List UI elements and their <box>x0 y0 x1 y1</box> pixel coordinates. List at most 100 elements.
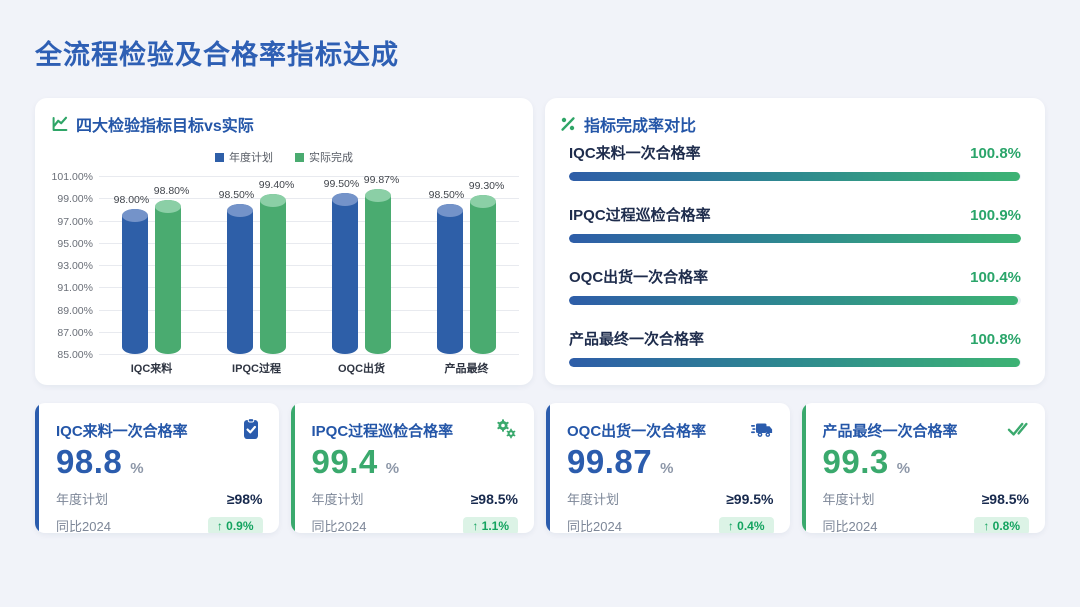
kpi-value-row: 99.3% <box>823 443 1030 481</box>
kpi-value-row: 98.8% <box>56 443 263 481</box>
yoy-badge: ↑ 0.4% <box>718 516 774 533</box>
bar-plan: 98.50% <box>429 189 464 354</box>
y-axis-tick-label: 101.00% <box>51 171 93 183</box>
y-axis-tick-label: 89.00% <box>57 304 93 317</box>
bar-value-label: 99.30% <box>468 180 505 192</box>
progress-row: IPQC过程巡检合格率 100.9% <box>569 204 1021 243</box>
kpi-unit: % <box>130 460 144 477</box>
progress-label: IPQC过程巡检合格率 <box>569 207 711 224</box>
legend-label: 年度计划 <box>229 152 273 164</box>
kpi-value: 99.4 <box>311 443 378 480</box>
chart-legend: 年度计划 实际完成 <box>35 149 533 165</box>
bar-value-label: 98.80% <box>153 185 190 197</box>
progress-row: IQC来料一次合格率 100.8% <box>569 142 1021 181</box>
kpi-value: 99.87 <box>567 443 653 480</box>
plan-label: 年度计划 <box>311 492 364 507</box>
gridline <box>99 176 519 177</box>
kpi-accent-bar <box>290 403 295 533</box>
progress-label: IQC来料一次合格率 <box>569 145 701 162</box>
kpi-value-row: 99.4% <box>312 443 519 481</box>
gridline <box>99 220 519 222</box>
bar-value-label: 98.50% <box>218 189 255 201</box>
kpi-card-3: OQC出货一次合格率 99.87% 年度计划 ≥99.5% 同比2024 ↑ 0.4% <box>546 403 790 533</box>
gridline <box>99 287 519 289</box>
progress-label: 产品最终一次合格率 <box>569 331 705 348</box>
legend-item-plan: 年度计划 <box>215 149 273 165</box>
bar-actual: 99.40% <box>259 179 294 354</box>
chart-plot-area: 101.00% 99.00% 97.00% 95.00% 93.00% 91.00% 89.… <box>35 171 533 381</box>
page-title: 全流程检验及合格率指标达成 <box>35 40 399 70</box>
category-label: 产品最终 <box>444 363 489 375</box>
kpi-plan-row: 年度计划 ≥98.5% <box>823 489 1030 508</box>
progress-value: 100.8% <box>970 145 1021 162</box>
gears-icon <box>497 419 516 439</box>
bar-value-label: 99.50% <box>323 178 360 190</box>
kpi-card-2: IPQC过程巡检合格率 99.4% 年度计划 ≥98.5% 同比2024 ↑ 1.1% <box>290 403 534 533</box>
gridline <box>99 198 519 200</box>
y-axis-tick-label: 93.00% <box>57 260 93 272</box>
progress-row-header: OQC出货一次合格率 100.4% <box>569 266 1021 287</box>
gridline <box>99 242 519 244</box>
y-axis-tick-label: 97.00% <box>57 215 93 228</box>
progress-track <box>569 172 1021 181</box>
plan-label: 年度计划 <box>56 492 109 507</box>
category-label: OQC出货 <box>337 363 386 375</box>
kpi-card-header: 产品最终一次合格率 <box>823 417 1030 441</box>
top-cards-row: 四大检验指标目标vs实际 年度计划 实际完成 101.00% 99.00% 97.00… <box>35 98 1045 385</box>
kpi-title: IPQC过程巡检合格率 <box>311 423 454 440</box>
chart-card-header: 四大检验指标目标vs实际 <box>51 112 254 136</box>
kpi-title: 产品最终一次合格率 <box>822 423 958 440</box>
kpi-cards-row: IQC来料一次合格率 98.8% 年度计划 ≥98% 同比2024 ↑ 0.9% IPQC… <box>35 403 1045 533</box>
progress-fill <box>569 234 1021 243</box>
kpi-unit: % <box>660 460 674 477</box>
kpi-card-1: IQC来料一次合格率 98.8% 年度计划 ≥98% 同比2024 ↑ 0.9% <box>35 403 279 533</box>
clipboard-check-icon <box>243 418 258 439</box>
kpi-accent-bar <box>546 403 550 533</box>
progress-track <box>569 234 1021 243</box>
kpi-value-row: 99.87% <box>567 443 774 481</box>
gridline <box>99 331 519 333</box>
bar-plan: 98.00% <box>114 194 149 354</box>
kpi-card-header: IQC来料一次合格率 <box>56 417 263 441</box>
kpi-plan-row: 年度计划 ≥98.5% <box>312 489 519 508</box>
kpi-accent-bar <box>35 403 39 533</box>
yoy-badge: ↑ 0.9% <box>207 516 263 533</box>
bar-plan: 99.50% <box>324 178 359 354</box>
bar-actual: 98.80% <box>154 185 189 354</box>
kpi-accent-bar <box>801 403 806 533</box>
progress-fill <box>569 358 1021 367</box>
progress-row: 产品最终一次合格率 100.8% <box>569 328 1021 367</box>
chart-card: 四大检验指标目标vs实际 年度计划 实际完成 101.00% 99.00% 97.00… <box>35 98 533 385</box>
gridline <box>99 309 519 311</box>
kpi-yoy-row: 同比2024 ↑ 1.1% <box>312 516 518 533</box>
bar-value-label: 99.87% <box>363 174 400 186</box>
double-check-icon <box>1007 422 1028 436</box>
legend-swatch-icon <box>215 152 224 162</box>
completion-card-title: 指标完成率对比 <box>584 118 697 135</box>
progress-value: 100.4% <box>970 269 1021 286</box>
yoy-label: 同比2024 <box>822 519 878 533</box>
y-axis-tick-label: 91.00% <box>57 282 93 295</box>
yoy-label: 同比2024 <box>567 519 622 533</box>
bar-group: 99.50% 99.87% <box>309 174 414 354</box>
chart-category-labels: IQC来料 IPQC过程 OQC出货 产品最终 <box>99 360 519 376</box>
progress-row-header: IPQC过程巡检合格率 100.9% <box>569 204 1021 225</box>
kpi-plan-row: 年度计划 ≥98% <box>56 489 263 508</box>
kpi-card-header: IPQC过程巡检合格率 <box>312 417 519 441</box>
kpi-card-4: 产品最终一次合格率 99.3% 年度计划 ≥98.5% 同比2024 ↑ 0.8% <box>801 403 1045 533</box>
kpi-value: 99.3 <box>822 443 889 480</box>
chart-bar-groups: 98.00% 98.80% 98.50% 99.40% 99.50% 99.87% 98.5… <box>99 174 519 354</box>
y-axis-tick-label: 87.00% <box>57 326 93 339</box>
line-chart-icon <box>52 116 68 131</box>
y-axis-tick-label: 95.00% <box>57 237 93 250</box>
truck-icon <box>750 423 772 437</box>
progress-track <box>569 358 1021 367</box>
kpi-yoy-row: 同比2024 ↑ 0.4% <box>567 516 774 533</box>
yoy-badge: ↑ 1.1% <box>463 516 518 533</box>
completion-rows: IQC来料一次合格率 100.8% IPQC过程巡检合格率 100.9% OQC出货一次… <box>569 142 1021 367</box>
kpi-yoy-row: 同比2024 ↑ 0.9% <box>56 516 263 533</box>
legend-swatch-icon <box>295 152 304 162</box>
kpi-yoy-row: 同比2024 ↑ 0.8% <box>822 516 1029 533</box>
gridline <box>99 354 519 355</box>
y-axis-tick-label: 99.00% <box>57 193 93 206</box>
